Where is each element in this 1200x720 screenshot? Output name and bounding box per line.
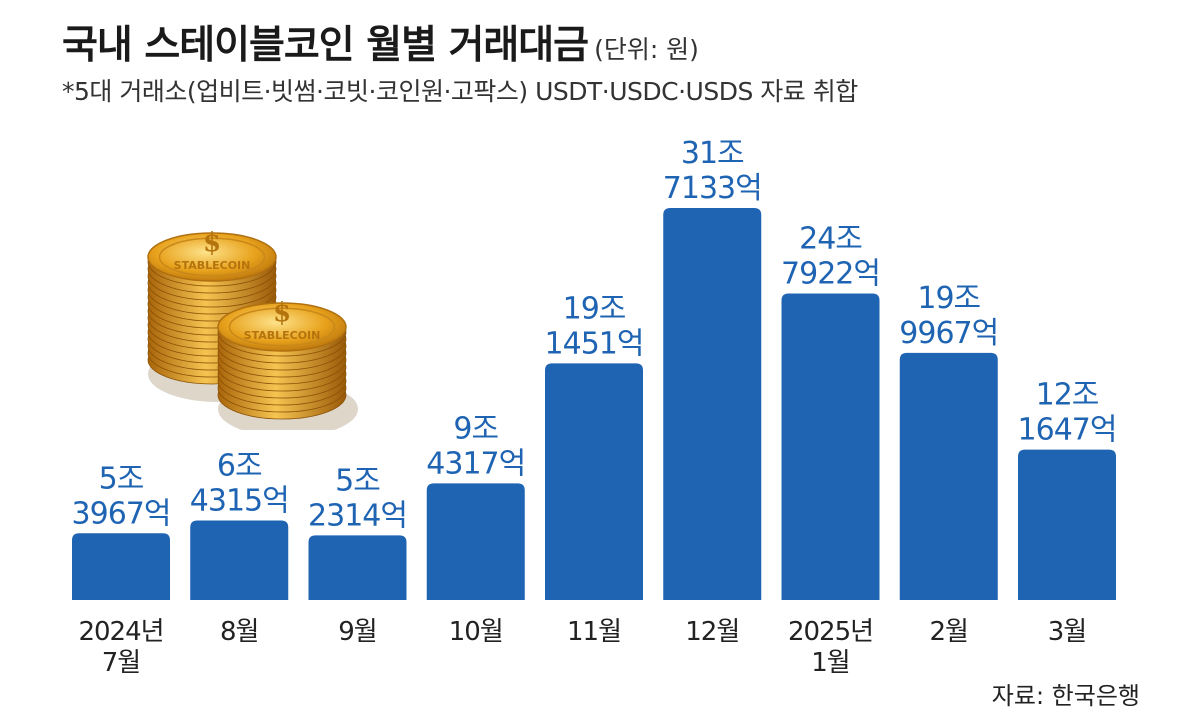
x-tick-label: 1월: [811, 648, 849, 678]
dollar-glyph: $: [203, 228, 221, 258]
bar: [899, 352, 998, 600]
data-label-hundred-million: 3967억: [72, 496, 171, 531]
data-label-trillion: 24조: [799, 222, 862, 257]
source-note: 자료: 한국은행: [991, 682, 1140, 710]
bar: [545, 363, 643, 600]
data-label-hundred-million: 7133억: [663, 171, 762, 206]
data-label-trillion: 6조: [217, 449, 262, 484]
stablecoin-stack-icon: $STABLECOIN$STABLECOIN: [147, 228, 358, 430]
bar: [426, 483, 525, 600]
data-label-trillion: 31조: [681, 136, 744, 171]
data-label-trillion: 12조: [1036, 378, 1099, 413]
x-tick-label: 2월: [930, 617, 968, 647]
data-label-hundred-million: 4315억: [190, 484, 289, 519]
bar: [1018, 449, 1116, 600]
data-label-hundred-million: 1647억: [1018, 413, 1117, 448]
x-tick-label: 3월: [1048, 617, 1086, 647]
unit-label: (단위: 원): [594, 35, 699, 64]
x-tick-label: 8월: [220, 617, 258, 647]
title-text: 국내 스테이블코인 월별 거래대금: [62, 23, 589, 68]
subtitle: *5대 거래소(업비트·빗썸·코빗·코인원·고팍스) USDT·USDC·USD…: [62, 77, 858, 106]
data-label-hundred-million: 4317억: [426, 446, 525, 481]
x-tick-label: 7월: [102, 648, 140, 678]
data-label-hundred-million: 1451억: [545, 326, 644, 361]
bar: [190, 520, 289, 600]
coin-stamp: STABLECOIN: [244, 329, 321, 342]
bar: [781, 293, 880, 600]
data-label-trillion: 9조: [453, 411, 498, 446]
bar-chart: 5조3967억2024년7월6조4315억8월5조2314억9월9조4317억1…: [72, 136, 1118, 678]
page-title: 국내 스테이블코인 월별 거래대금 (단위: 원): [62, 14, 699, 70]
x-tick-label: 9월: [338, 617, 376, 647]
data-label-hundred-million: 7922억: [781, 257, 880, 292]
data-label-trillion: 19조: [917, 281, 980, 316]
data-label-trillion: 5조: [335, 463, 380, 498]
bar: [72, 533, 170, 600]
dollar-glyph: $: [273, 298, 291, 328]
x-tick-label: 2025년: [788, 617, 873, 647]
coin-stamp: STABLECOIN: [174, 259, 251, 272]
coin-stack-front: $STABLECOIN: [217, 298, 358, 430]
x-tick-label: 11월: [567, 617, 621, 647]
data-label-trillion: 5조: [99, 461, 144, 496]
data-label-trillion: 19조: [563, 291, 626, 326]
data-label-hundred-million: 2314억: [308, 498, 407, 533]
bar: [308, 535, 407, 600]
x-tick-label: 12월: [685, 617, 739, 647]
data-label-hundred-million: 9967억: [899, 316, 998, 351]
x-tick-label: 2024년: [78, 617, 163, 647]
x-tick-label: 10월: [449, 617, 503, 647]
bar: [663, 208, 762, 600]
